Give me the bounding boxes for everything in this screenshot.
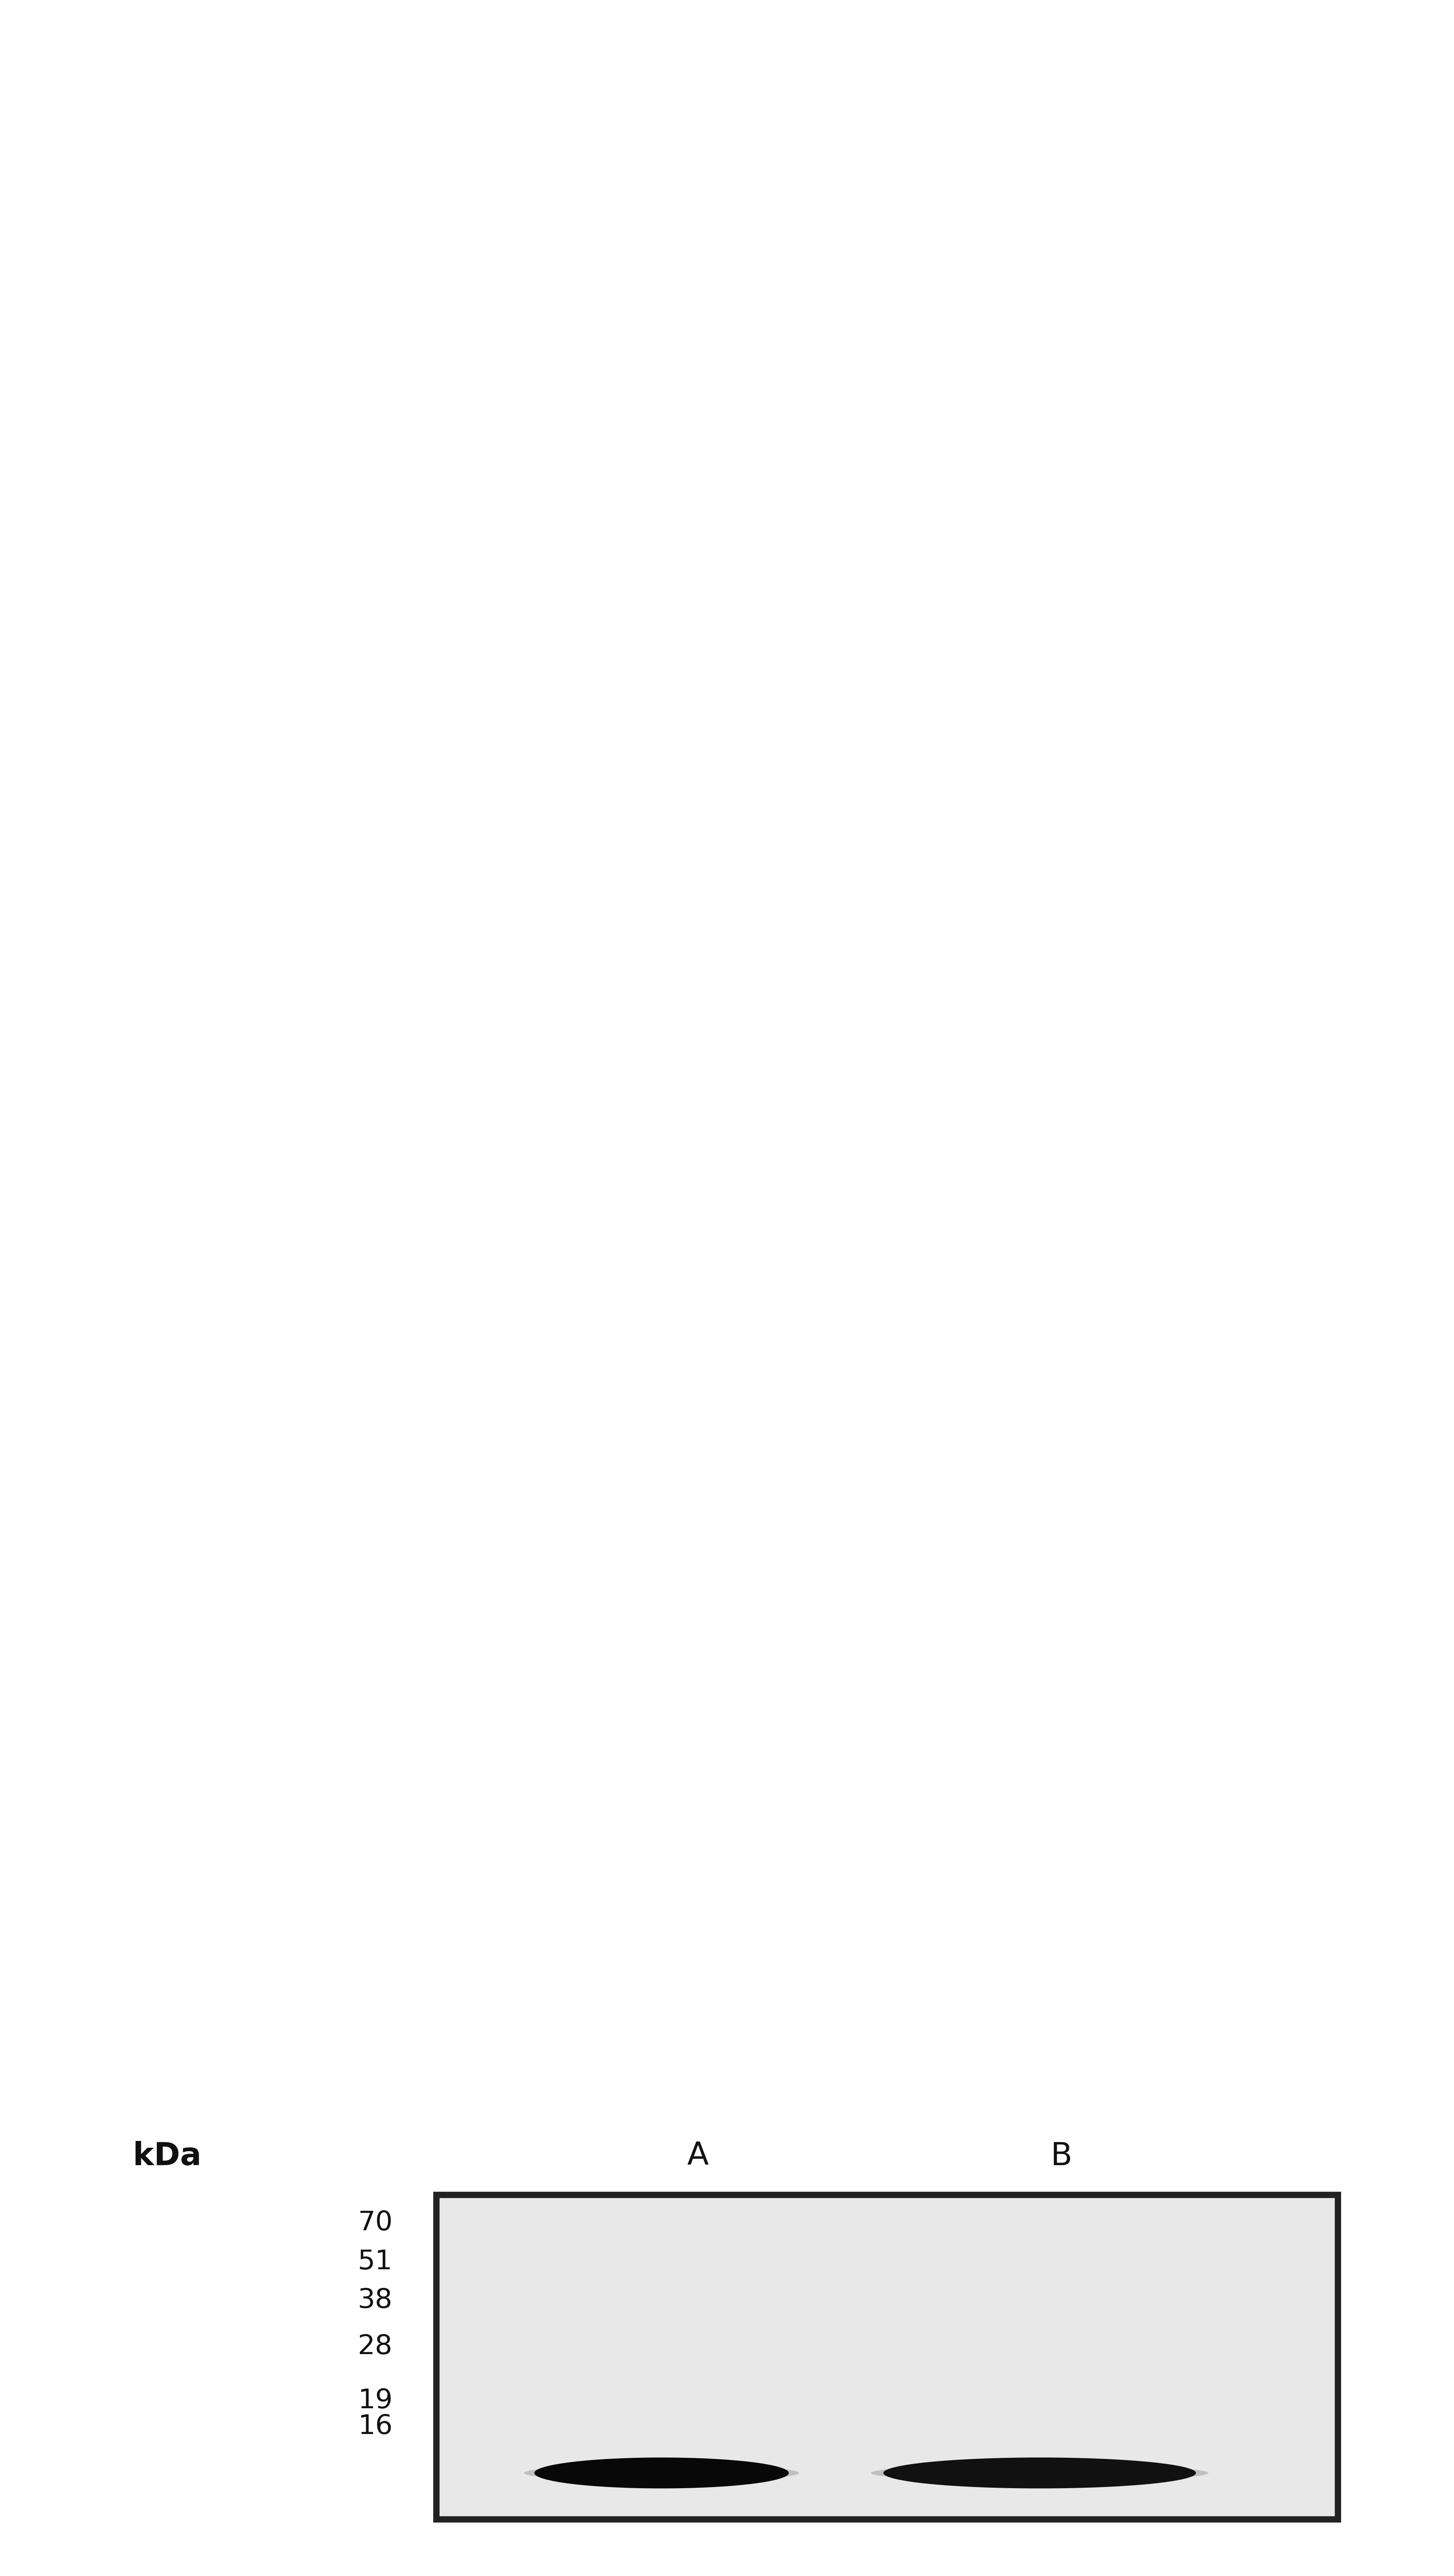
Ellipse shape bbox=[871, 2465, 1208, 2481]
Text: 38: 38 bbox=[358, 2287, 393, 2313]
Ellipse shape bbox=[523, 2465, 800, 2481]
Bar bbox=[436, 2195, 1338, 2519]
Text: B: B bbox=[1051, 2141, 1072, 2172]
Text: A: A bbox=[688, 2141, 708, 2172]
Text: 19: 19 bbox=[358, 2388, 393, 2414]
Text: 28: 28 bbox=[358, 2334, 393, 2360]
Text: 70: 70 bbox=[358, 2210, 393, 2236]
Text: 16: 16 bbox=[358, 2414, 393, 2439]
Text: kDa: kDa bbox=[132, 2141, 202, 2172]
Ellipse shape bbox=[883, 2458, 1195, 2488]
Ellipse shape bbox=[534, 2458, 788, 2488]
Text: 51: 51 bbox=[358, 2249, 393, 2275]
